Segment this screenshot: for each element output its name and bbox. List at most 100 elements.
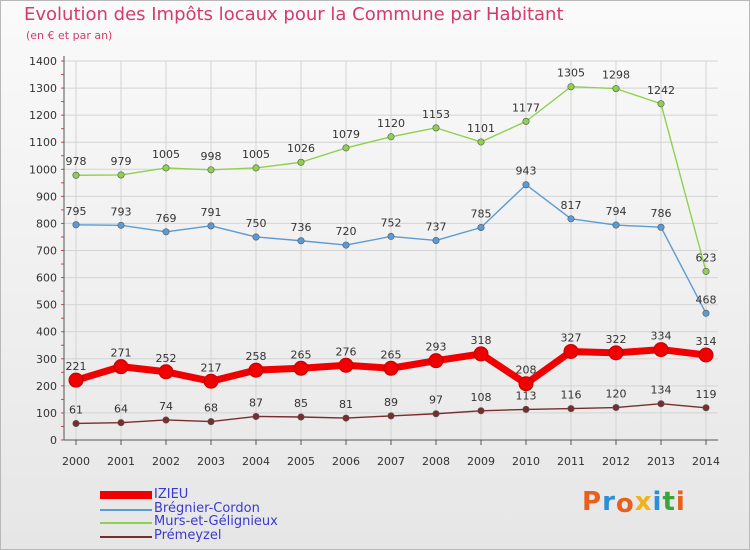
x-tick-label: 2001 (107, 455, 135, 468)
data-label: 978 (66, 155, 87, 168)
data-point (342, 144, 350, 152)
data-point (567, 405, 575, 413)
data-label: 1005 (152, 148, 180, 161)
data-point (162, 228, 170, 236)
data-point (518, 376, 534, 392)
data-label: 97 (429, 394, 443, 407)
data-point (207, 166, 215, 174)
x-tick-label: 2013 (647, 455, 675, 468)
data-point (203, 373, 219, 389)
y-tick-label: 1300 (29, 82, 57, 95)
data-label: 81 (339, 398, 353, 411)
data-label: 68 (204, 402, 218, 415)
data-label: 64 (114, 403, 128, 416)
data-point (342, 414, 350, 422)
data-label: 265 (291, 348, 312, 361)
y-tick-label: 1400 (29, 55, 57, 68)
data-label: 1298 (602, 69, 630, 82)
data-point (162, 416, 170, 424)
data-point (297, 237, 305, 245)
y-tick-label: 700 (36, 245, 57, 258)
legend-label: Prémeyzel (154, 528, 222, 543)
data-label: 252 (156, 352, 177, 365)
data-label: 276 (336, 345, 357, 358)
data-label: 769 (156, 212, 177, 225)
data-point (612, 221, 620, 229)
x-tick-label: 2007 (377, 455, 405, 468)
x-tick-label: 2000 (62, 455, 90, 468)
data-point (477, 138, 485, 146)
data-point (477, 407, 485, 415)
data-point (387, 133, 395, 141)
data-label: 61 (69, 403, 83, 416)
data-point (612, 404, 620, 412)
x-tick-label: 2014 (692, 455, 720, 468)
legend-swatch (100, 509, 152, 511)
data-label: 116 (561, 389, 582, 402)
data-label: 108 (471, 391, 492, 404)
data-point (207, 222, 215, 230)
data-label: 1305 (557, 67, 585, 80)
data-label: 794 (606, 205, 627, 218)
x-tick-label: 2004 (242, 455, 270, 468)
y-tick-label: 500 (36, 299, 57, 312)
data-label: 271 (111, 347, 132, 360)
data-label: 785 (471, 207, 492, 220)
legend-swatch (100, 491, 152, 499)
data-label: 1026 (287, 142, 315, 155)
data-point (432, 410, 440, 418)
data-label: 265 (381, 348, 402, 361)
data-label: 74 (159, 400, 173, 413)
data-point (117, 171, 125, 179)
data-point (702, 309, 710, 317)
data-label: 208 (516, 364, 537, 377)
data-label: 817 (561, 199, 582, 212)
data-point (293, 360, 309, 376)
data-label: 623 (696, 251, 717, 264)
y-tick-label: 600 (36, 272, 57, 285)
y-tick-label: 1200 (29, 109, 57, 122)
data-label: 1120 (377, 117, 405, 130)
legend-label: IZIEU (154, 487, 189, 502)
data-label: 750 (246, 217, 267, 230)
data-label: 1242 (647, 84, 675, 97)
data-point (387, 412, 395, 420)
data-point (567, 215, 575, 223)
data-point (248, 362, 264, 378)
x-tick-label: 2009 (467, 455, 495, 468)
data-point (387, 232, 395, 240)
data-point (158, 364, 174, 380)
data-label: 998 (201, 150, 222, 163)
data-label: 720 (336, 225, 357, 238)
data-label: 1177 (512, 101, 540, 114)
data-point (252, 412, 260, 420)
data-label: 327 (561, 331, 582, 344)
x-tick-label: 2011 (557, 455, 585, 468)
data-point (113, 359, 129, 375)
data-label: 258 (246, 350, 267, 363)
x-tick-label: 2006 (332, 455, 360, 468)
data-label: 217 (201, 361, 222, 374)
legend-label: Murs-et-Gélignieux (154, 514, 278, 529)
x-tick-label: 2002 (152, 455, 180, 468)
data-point (657, 100, 665, 108)
legend-label: Brégnier-Cordon (154, 501, 260, 516)
y-tick-label: 0 (50, 434, 57, 447)
data-label: 1101 (467, 122, 495, 135)
proxiti-logo: Proxiti (582, 487, 686, 519)
data-label: 318 (471, 334, 492, 347)
data-label: 791 (201, 206, 222, 219)
data-point (297, 413, 305, 421)
y-tick-label: 800 (36, 217, 57, 230)
data-label: 795 (66, 205, 87, 218)
x-tick-label: 2005 (287, 455, 315, 468)
data-point (657, 223, 665, 231)
data-point (432, 236, 440, 244)
data-point (252, 164, 260, 172)
data-point (68, 372, 84, 388)
data-point (342, 241, 350, 249)
data-label: 113 (516, 389, 537, 402)
data-point (117, 419, 125, 427)
data-label: 1153 (422, 108, 450, 121)
